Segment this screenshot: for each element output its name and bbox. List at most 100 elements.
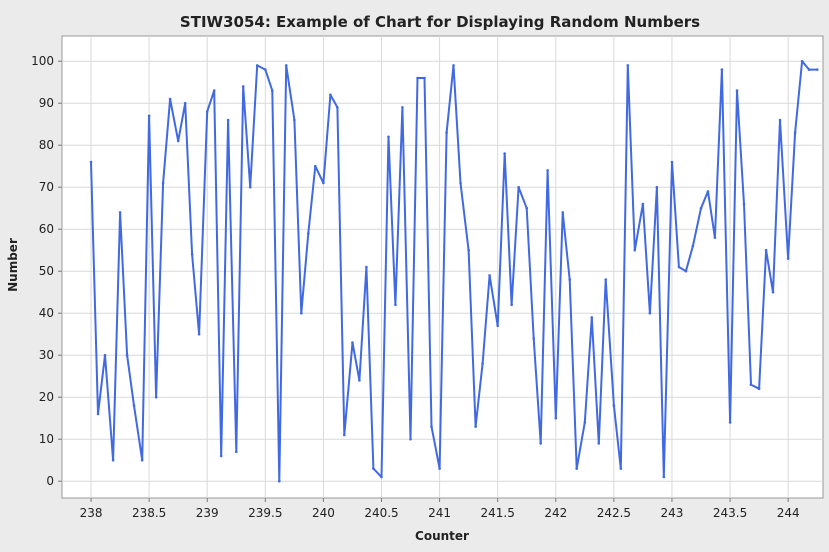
data-point (197, 332, 201, 336)
data-point (568, 278, 572, 281)
data-point (641, 202, 645, 206)
data-point (300, 311, 303, 315)
data-point (205, 110, 209, 113)
data-point (416, 76, 419, 80)
data-point (307, 232, 310, 235)
y-axis-label: Number (6, 238, 20, 292)
data-point (387, 135, 390, 139)
data-point (329, 93, 332, 97)
y-tick-label: 60 (39, 222, 54, 236)
data-point (539, 442, 542, 445)
data-point (800, 59, 804, 63)
y-tick-label: 0 (46, 474, 54, 488)
data-point (532, 337, 536, 340)
y-tick-label: 100 (31, 54, 54, 68)
data-point (118, 211, 122, 214)
y-tick-label: 90 (39, 96, 54, 110)
x-tick-label: 243 (661, 506, 684, 520)
data-point (503, 152, 506, 155)
data-point (452, 64, 455, 67)
data-point (394, 303, 397, 307)
data-point (481, 362, 484, 365)
data-point (706, 190, 710, 193)
data-point (270, 89, 274, 92)
data-point (590, 316, 594, 319)
y-tick-label: 20 (39, 390, 54, 404)
data-point (583, 421, 587, 424)
chart-title: STIW3054: Example of Chart for Displayin… (180, 13, 700, 31)
x-tick-label: 238.5 (132, 506, 166, 520)
x-tick-label: 241.5 (481, 506, 515, 520)
data-point (670, 160, 674, 164)
data-point (626, 64, 630, 67)
data-point (684, 269, 688, 273)
data-point (561, 211, 565, 214)
data-point (699, 206, 703, 210)
data-point (604, 278, 608, 281)
data-point (226, 118, 230, 122)
x-tick-label: 240.5 (364, 506, 398, 520)
data-point (322, 181, 325, 185)
x-tick-label: 240 (312, 506, 335, 520)
data-point (241, 85, 245, 88)
data-point (742, 202, 746, 206)
y-tick-label: 10 (39, 432, 54, 446)
data-point (677, 265, 681, 269)
x-tick-label: 239 (196, 506, 219, 520)
data-point (219, 454, 223, 458)
data-point (655, 185, 659, 189)
data-point (212, 89, 216, 92)
x-tick-label: 242.5 (597, 506, 631, 520)
data-point (459, 181, 462, 185)
data-point (264, 68, 267, 71)
data-point (423, 76, 426, 80)
data-point (648, 311, 652, 315)
data-point (438, 467, 441, 470)
series-layer (89, 59, 819, 483)
y-tick-label: 50 (39, 264, 54, 278)
data-point (720, 68, 724, 71)
data-point (488, 274, 491, 277)
data-point (409, 437, 412, 441)
data-point (365, 265, 368, 269)
data-point (372, 467, 375, 470)
data-point (597, 442, 601, 445)
x-tick-label: 242 (544, 506, 567, 520)
data-point (313, 164, 317, 168)
data-point (277, 479, 281, 483)
x-tick-label: 239.5 (248, 506, 282, 520)
data-point (496, 324, 499, 328)
data-point (190, 253, 194, 256)
data-point (445, 131, 448, 134)
data-point (771, 290, 775, 294)
y-tick-label: 70 (39, 180, 54, 194)
x-tick-label: 241 (428, 506, 451, 520)
data-point (293, 118, 296, 122)
data-point (351, 341, 354, 344)
data-point (140, 458, 144, 462)
data-point (728, 421, 732, 424)
data-point (96, 412, 100, 416)
data-point (713, 236, 717, 239)
data-point (633, 248, 637, 252)
data-point (147, 114, 151, 118)
y-tick-label: 80 (39, 138, 54, 152)
data-point (103, 353, 107, 357)
data-point (401, 106, 404, 109)
data-point (336, 106, 339, 109)
data-point (793, 131, 797, 134)
data-point (154, 395, 158, 399)
data-point (248, 185, 252, 189)
data-point (546, 169, 549, 172)
data-point (284, 64, 288, 67)
data-point (343, 433, 346, 437)
x-tick-label: 244 (777, 506, 800, 520)
data-point (662, 475, 666, 479)
data-point (380, 475, 383, 479)
data-point (749, 383, 753, 386)
data-point (474, 425, 477, 428)
data-point (757, 387, 761, 391)
data-point (619, 467, 623, 470)
data-point (735, 89, 739, 92)
data-point (176, 139, 180, 143)
